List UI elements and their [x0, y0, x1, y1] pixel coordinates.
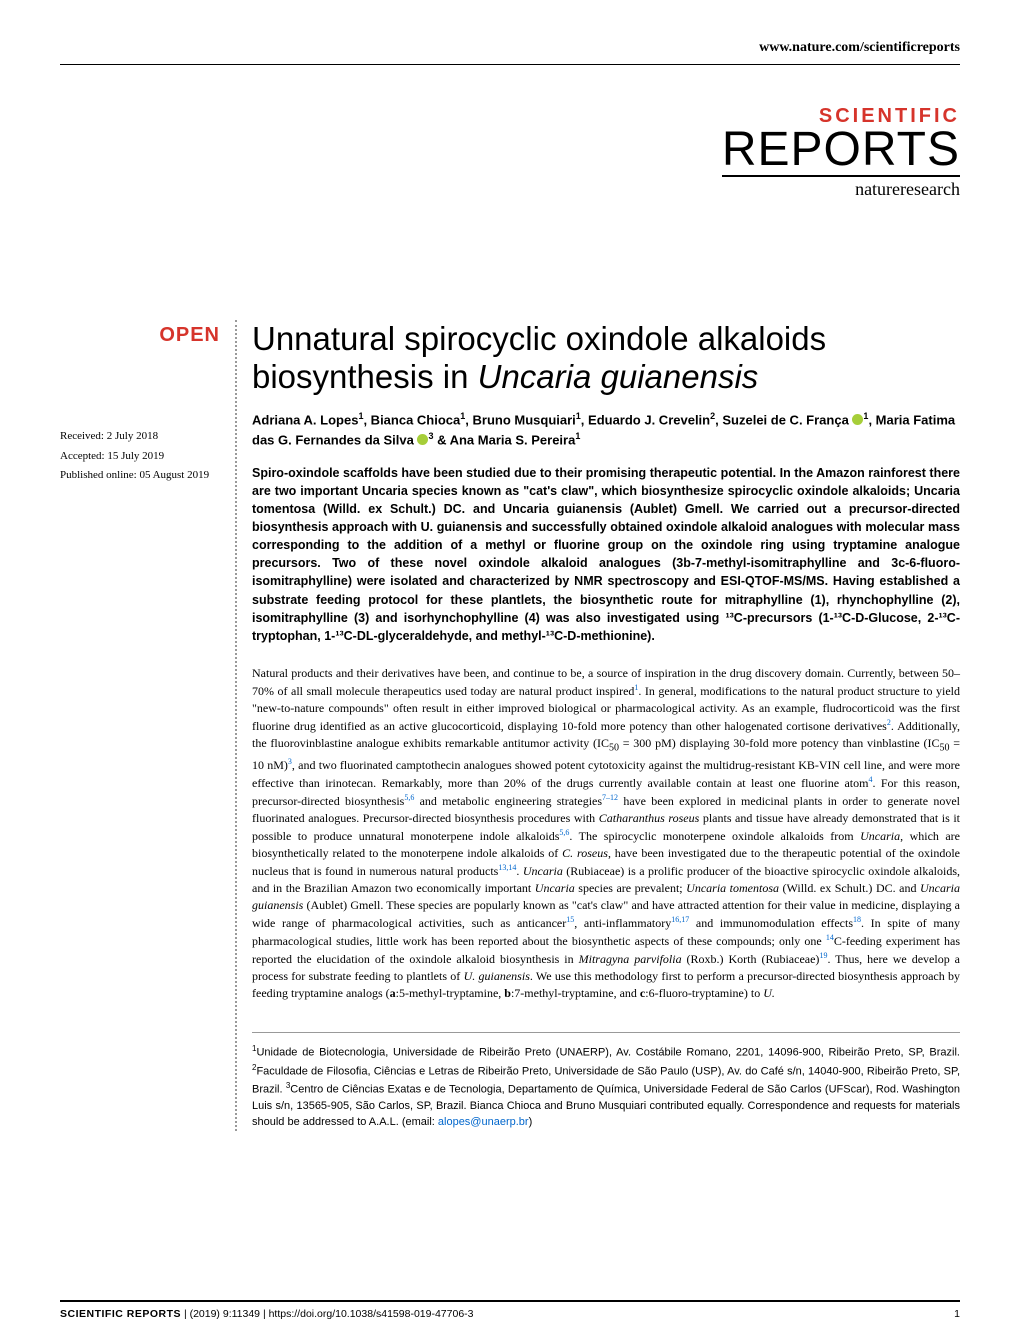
page-number: 1	[954, 1308, 960, 1320]
open-access-badge: OPEN	[60, 320, 220, 350]
footer-cite-text: | (2019) 9:11349 | https://doi.org/10.10…	[184, 1308, 474, 1320]
logo-line3: natureresearch	[722, 179, 960, 200]
body-paragraph: Natural products and their derivatives h…	[252, 665, 960, 1002]
article-column: Unnatural spirocyclic oxindole alkaloids…	[235, 320, 960, 1131]
page-footer: SCIENTIFIC REPORTS | (2019) 9:11349 | ht…	[60, 1300, 960, 1320]
published-date: Published online: 05 August 2019	[60, 467, 220, 484]
footer-citation: SCIENTIFIC REPORTS | (2019) 9:11349 | ht…	[60, 1308, 474, 1320]
footer-journal: SCIENTIFIC REPORTS	[60, 1308, 181, 1320]
author-list: Adriana A. Lopes1, Bianca Chioca1, Bruno…	[252, 410, 960, 450]
journal-logo: SCIENTIFIC REPORTS natureresearch	[722, 105, 960, 200]
accepted-date: Accepted: 15 July 2019	[60, 448, 220, 465]
header-url[interactable]: www.nature.com/scientificreports	[60, 40, 960, 65]
abstract: Spiro-oxindole scaffolds have been studi…	[252, 464, 960, 645]
logo-line2: REPORTS	[722, 128, 960, 177]
affiliations: 1Unidade de Biotecnologia, Universidade …	[252, 1032, 960, 1131]
received-date: Received: 2 July 2018	[60, 428, 220, 445]
left-sidebar: OPEN Received: 2 July 2018 Accepted: 15 …	[60, 320, 235, 1131]
article-dates: Received: 2 July 2018 Accepted: 15 July …	[60, 428, 220, 484]
title-species: Uncaria guianensis	[478, 358, 759, 395]
article-title: Unnatural spirocyclic oxindole alkaloids…	[252, 320, 960, 396]
main-content: OPEN Received: 2 July 2018 Accepted: 15 …	[60, 320, 960, 1131]
